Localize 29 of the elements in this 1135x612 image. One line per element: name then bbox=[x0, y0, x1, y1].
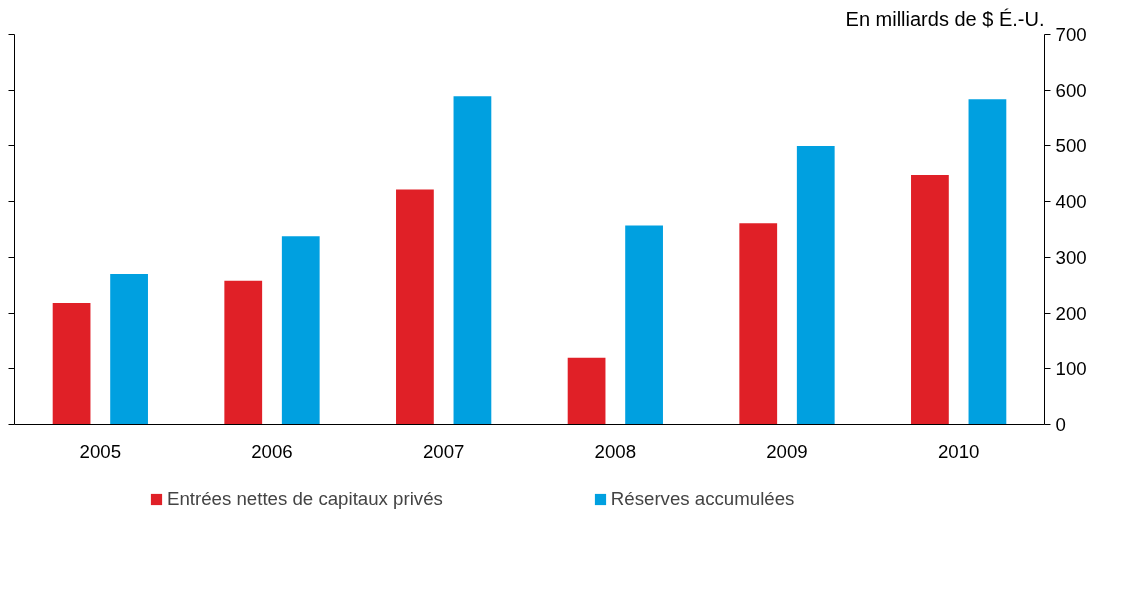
bar bbox=[968, 99, 1007, 425]
y-tick-label: 0 bbox=[1055, 414, 1066, 435]
bar bbox=[52, 303, 91, 425]
y-tick-label: 200 bbox=[1055, 302, 1087, 324]
x-tick-label: 2007 bbox=[422, 440, 465, 462]
bar bbox=[796, 145, 835, 425]
bar bbox=[739, 223, 778, 425]
x-tick-label: 2006 bbox=[251, 440, 293, 462]
x-tick-label: 2010 bbox=[937, 440, 980, 462]
bar bbox=[625, 225, 663, 425]
bar bbox=[453, 96, 492, 425]
bar bbox=[224, 280, 263, 425]
y-tick-label: 300 bbox=[1055, 246, 1087, 268]
x-tick-label: 2009 bbox=[766, 440, 808, 462]
bar bbox=[396, 189, 434, 425]
y-tick-label: 400 bbox=[1055, 191, 1087, 213]
y-tick-label: 700 bbox=[1055, 24, 1087, 45]
y-tick-label: 100 bbox=[1055, 358, 1087, 380]
bar bbox=[281, 236, 320, 425]
y-tick-label: 600 bbox=[1055, 79, 1087, 101]
legend-label: Réserves accumulées bbox=[610, 488, 795, 510]
bar bbox=[567, 357, 606, 425]
legend-label: Entrées nettes de capitaux privés bbox=[167, 488, 443, 510]
bar bbox=[110, 274, 148, 425]
x-tick-label: 2005 bbox=[79, 440, 122, 462]
y-axis-title: En milliards de $ É.-U. bbox=[845, 7, 1045, 30]
y-tick-label: 500 bbox=[1055, 135, 1087, 157]
bar bbox=[911, 174, 949, 425]
x-tick-label: 2008 bbox=[594, 440, 637, 462]
